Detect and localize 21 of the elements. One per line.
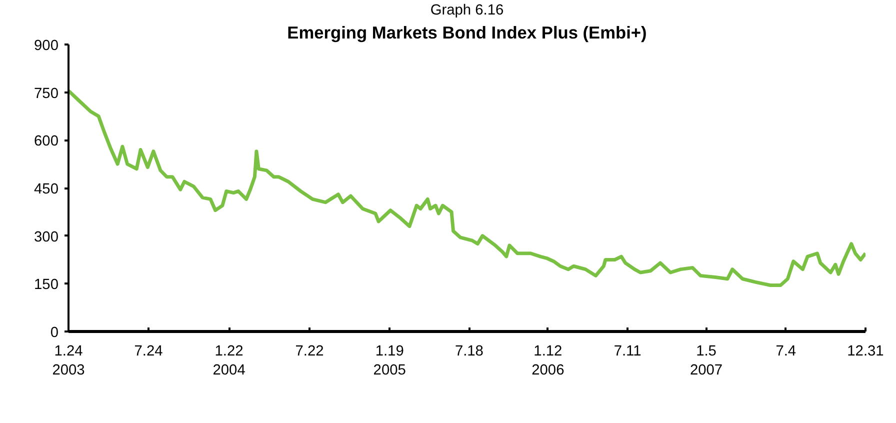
x-tick-label: 1.12 2006 xyxy=(532,344,564,379)
y-tick-label: 300 xyxy=(34,229,59,246)
x-tick-label: 1.19 2005 xyxy=(373,344,406,379)
y-tick-label: 150 xyxy=(34,277,59,294)
x-tick-label: 1.24 2003 xyxy=(52,344,85,379)
chart-title: Emerging Markets Bond Index Plus (Embi+) xyxy=(287,22,647,42)
y-tick-label: 750 xyxy=(34,86,59,102)
chart-subtitle: Graph 6.16 xyxy=(430,2,504,18)
x-tick-label: 12.31 xyxy=(847,344,884,360)
line-series xyxy=(68,88,866,288)
y-tick-label: 450 xyxy=(34,182,59,198)
x-tick-label: 7.11 xyxy=(614,344,642,360)
x-tick-label: 1.22 2004 xyxy=(212,344,246,379)
x-tick-label: 7.24 xyxy=(134,344,163,360)
x-tick-label: 7.18 xyxy=(454,344,484,360)
y-tick-label: 0 xyxy=(50,325,59,341)
y-tick-label: 900 xyxy=(34,38,59,54)
x-tick-label: 7.4 xyxy=(776,344,796,360)
x-tick-label: 7.22 xyxy=(295,344,324,360)
y-tick-label: 600 xyxy=(34,134,59,150)
x-tick-label: 1.5 2007 xyxy=(690,344,723,379)
